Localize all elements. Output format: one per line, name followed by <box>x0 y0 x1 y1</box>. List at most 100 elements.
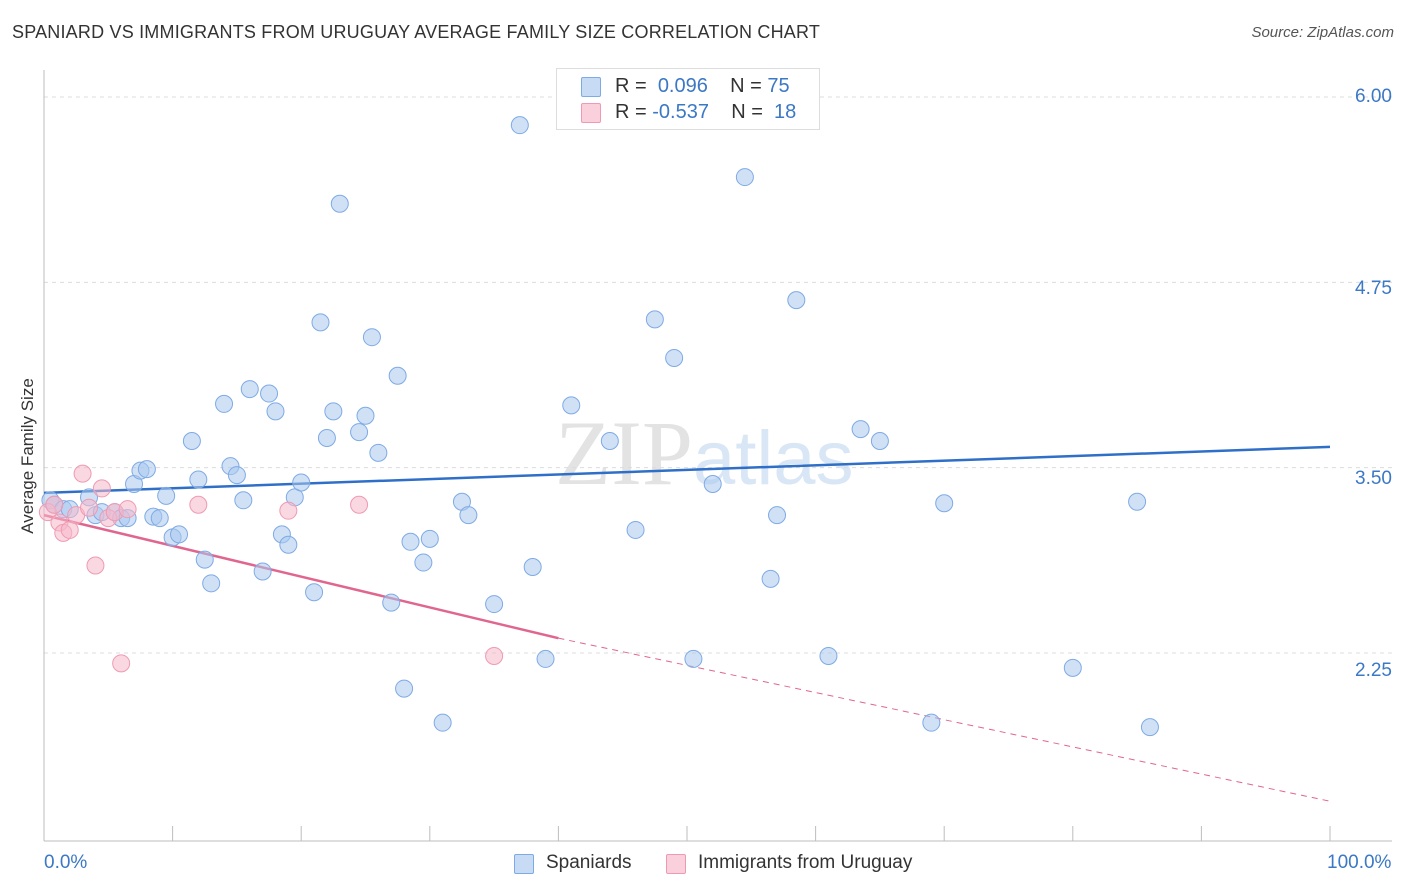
spaniards-point <box>382 593 401 612</box>
spaniards-point <box>600 431 619 450</box>
uruguay-point <box>350 495 369 514</box>
spaniards-point <box>350 423 369 442</box>
legend-n-label: N = <box>730 75 762 97</box>
x-tick-label-min: 0.0% <box>44 852 88 873</box>
legend-label-uruguay: Immigrants from Uruguay <box>698 852 913 873</box>
spaniards-point <box>260 384 279 403</box>
uruguay-point <box>73 464 92 483</box>
uruguay-point <box>485 646 504 665</box>
spaniards-point <box>157 486 176 505</box>
uruguay-point <box>112 654 131 673</box>
uruguay-point <box>118 500 137 519</box>
watermark: ZIPatlas <box>555 400 854 506</box>
spaniards-point <box>401 532 420 551</box>
spaniards-point <box>665 348 684 367</box>
spaniards-point <box>870 431 889 450</box>
legend-n-value: 18 <box>774 101 797 123</box>
spaniards-point <box>137 460 156 479</box>
spaniards-point <box>414 553 433 572</box>
spaniards-point <box>510 116 529 135</box>
spaniards-point <box>253 562 272 581</box>
spaniards-point <box>195 550 214 569</box>
y-tick-label: 4.75 <box>1355 278 1392 299</box>
spaniards-point <box>324 402 343 421</box>
spaniards-point <box>433 713 452 732</box>
uruguay-point <box>60 520 79 539</box>
stats-legend: R = 0.096 N = 75 R = -0.537 N = 18 <box>556 68 820 130</box>
spaniards-point <box>420 529 439 548</box>
spaniards-point <box>388 366 407 385</box>
spaniards-point <box>369 443 388 462</box>
spaniards-point <box>215 394 234 413</box>
spaniards-point <box>356 406 375 425</box>
spaniards-point <box>202 574 221 593</box>
trend-lines <box>43 445 1331 802</box>
legend-n-label: N = <box>731 101 763 123</box>
legend-swatch-uruguay <box>581 103 601 123</box>
spaniards-point <box>1140 718 1159 737</box>
source-label: Source: ZipAtlas.com <box>1251 24 1394 41</box>
legend-swatch-spaniards <box>581 77 601 97</box>
spaniards-point <box>182 431 201 450</box>
spaniards-point <box>362 328 381 347</box>
legend-label-spaniards: Spaniards <box>546 852 632 873</box>
uruguay-point <box>45 495 64 514</box>
spaniards-point <box>536 649 555 668</box>
spaniards-point <box>330 194 349 213</box>
spaniards-point <box>523 558 542 577</box>
legend-n-value: 75 <box>767 75 790 97</box>
spaniards-point <box>234 491 253 510</box>
spaniards-point <box>305 583 324 602</box>
spaniards-point <box>626 520 645 539</box>
spaniards-point <box>317 429 336 448</box>
gridlines <box>44 96 1392 654</box>
spaniards-point <box>735 168 754 187</box>
spaniards-point <box>761 569 780 588</box>
spaniards-point <box>768 506 787 525</box>
spaniards-point <box>703 474 722 493</box>
uruguay-trend-line-extension <box>558 637 1331 802</box>
uruguay-trend-line <box>43 513 559 640</box>
spaniards-point <box>935 494 954 513</box>
axes <box>43 70 1392 842</box>
legend-r-value: 0.096 <box>657 75 708 97</box>
spaniards-point <box>279 535 298 554</box>
spaniards-point <box>562 396 581 415</box>
legend-swatch-spaniards <box>514 854 534 874</box>
spaniards-point <box>1063 658 1082 677</box>
spaniards-point <box>684 649 703 668</box>
watermark-zip: ZIP <box>555 402 693 504</box>
spaniards-point <box>227 466 246 485</box>
spaniards-point <box>395 679 414 698</box>
spaniards-point <box>189 470 208 489</box>
spaniards-point <box>170 525 189 544</box>
legend-r-label: R = <box>615 75 647 97</box>
spaniards-point <box>311 313 330 332</box>
spaniards-point <box>645 310 664 329</box>
spaniards-point <box>787 291 806 310</box>
spaniards-trend-line <box>43 445 1331 495</box>
spaniards-point <box>485 595 504 614</box>
uruguay-point <box>189 495 208 514</box>
y-axis-label: Average Family Size <box>18 378 37 534</box>
uruguay-point <box>80 498 99 517</box>
spaniards-point <box>1128 492 1147 511</box>
y-tick-label: 6.00 <box>1355 86 1392 107</box>
spaniards-point <box>266 402 285 421</box>
data-points <box>38 116 1159 737</box>
uruguay-point <box>86 556 105 575</box>
spaniards-point <box>819 646 838 665</box>
y-tick-label: 2.25 <box>1355 660 1392 681</box>
uruguay-point <box>92 479 111 498</box>
legend-r-value: -0.537 <box>652 101 709 123</box>
spaniards-point <box>150 509 169 528</box>
spaniards-point <box>292 473 311 492</box>
spaniards-point <box>922 713 941 732</box>
legend-r-label: R = <box>615 101 647 123</box>
spaniards-point <box>240 380 259 399</box>
spaniards-point <box>459 506 478 525</box>
legend-swatch-uruguay <box>666 854 686 874</box>
spaniards-point <box>851 420 870 439</box>
x-tick-label-max: 100.0% <box>1327 852 1392 873</box>
